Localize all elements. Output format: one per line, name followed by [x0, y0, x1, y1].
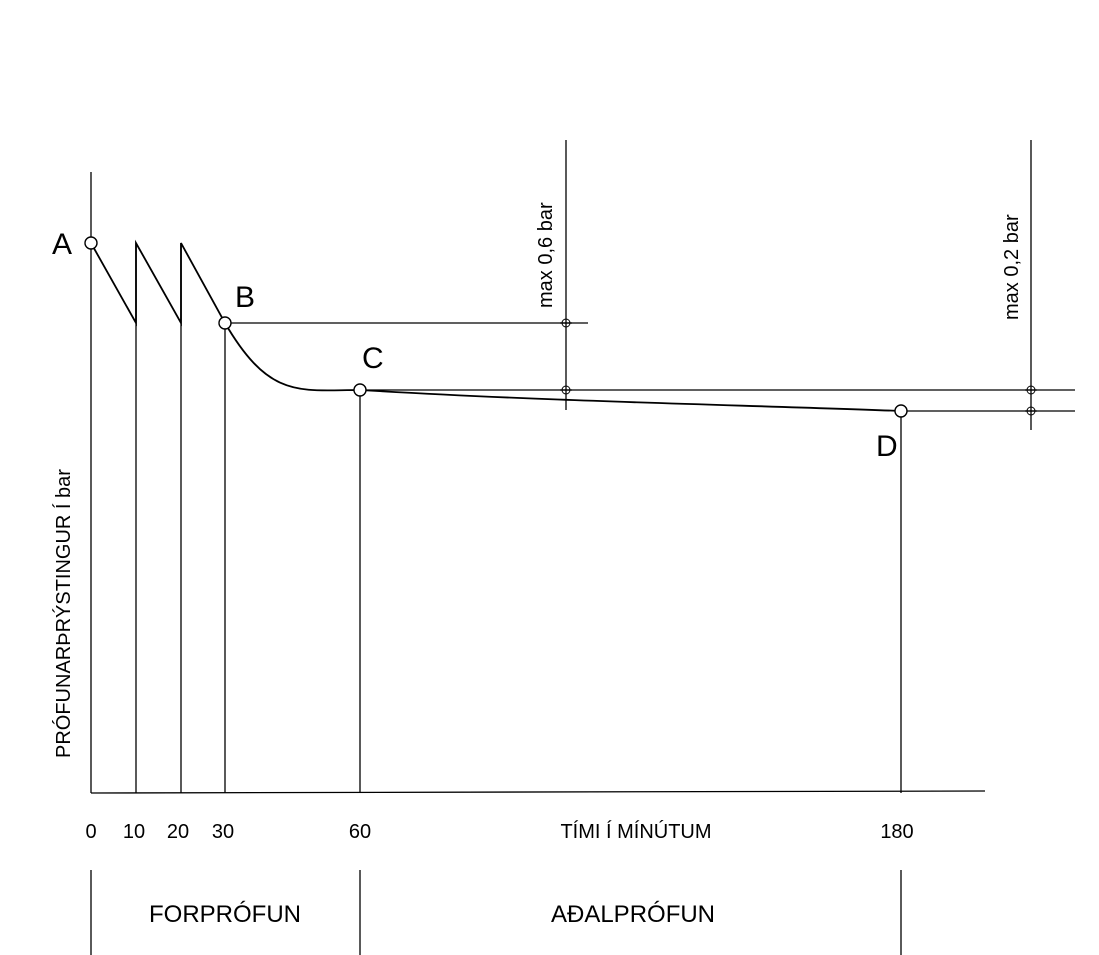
limit-1-tick-b	[560, 318, 572, 328]
limit-2-tick-c	[1025, 385, 1037, 395]
limit-label-1: max 0,6 bar	[535, 202, 557, 308]
x-tick-label: 20	[167, 821, 189, 843]
x-tick-label: 180	[880, 821, 913, 843]
limit-label-2: max 0,2 bar	[1001, 214, 1023, 320]
point-b-marker	[218, 316, 232, 330]
point-a-label: A	[52, 228, 72, 261]
phase-label-pre-test: FORPRÓFUN	[149, 901, 301, 928]
y-axis-label: PRÓFUNARÞRÝSTINGUR Í bar	[52, 469, 75, 758]
point-a-marker	[84, 236, 98, 250]
point-d-marker	[894, 404, 908, 418]
x-tick-label: 60	[349, 821, 371, 843]
point-c-marker	[353, 383, 367, 397]
x-tick-label: 10	[123, 821, 145, 843]
point-b-label: B	[235, 281, 255, 314]
limit-1-tick-c	[560, 385, 572, 395]
limit-2-tick-d	[1025, 406, 1037, 416]
x-tick-label: 30	[212, 821, 234, 843]
x-axis	[90, 790, 986, 794]
phase-label-main-test: AÐALPRÓFUN	[551, 901, 715, 928]
point-c-label: C	[362, 342, 384, 375]
pressure-curve	[90, 239, 902, 412]
x-axis-label: TÍMI Í MÍNÚTUM	[560, 820, 711, 843]
point-d-label: D	[876, 430, 898, 463]
x-tick-label: 0	[85, 821, 96, 843]
